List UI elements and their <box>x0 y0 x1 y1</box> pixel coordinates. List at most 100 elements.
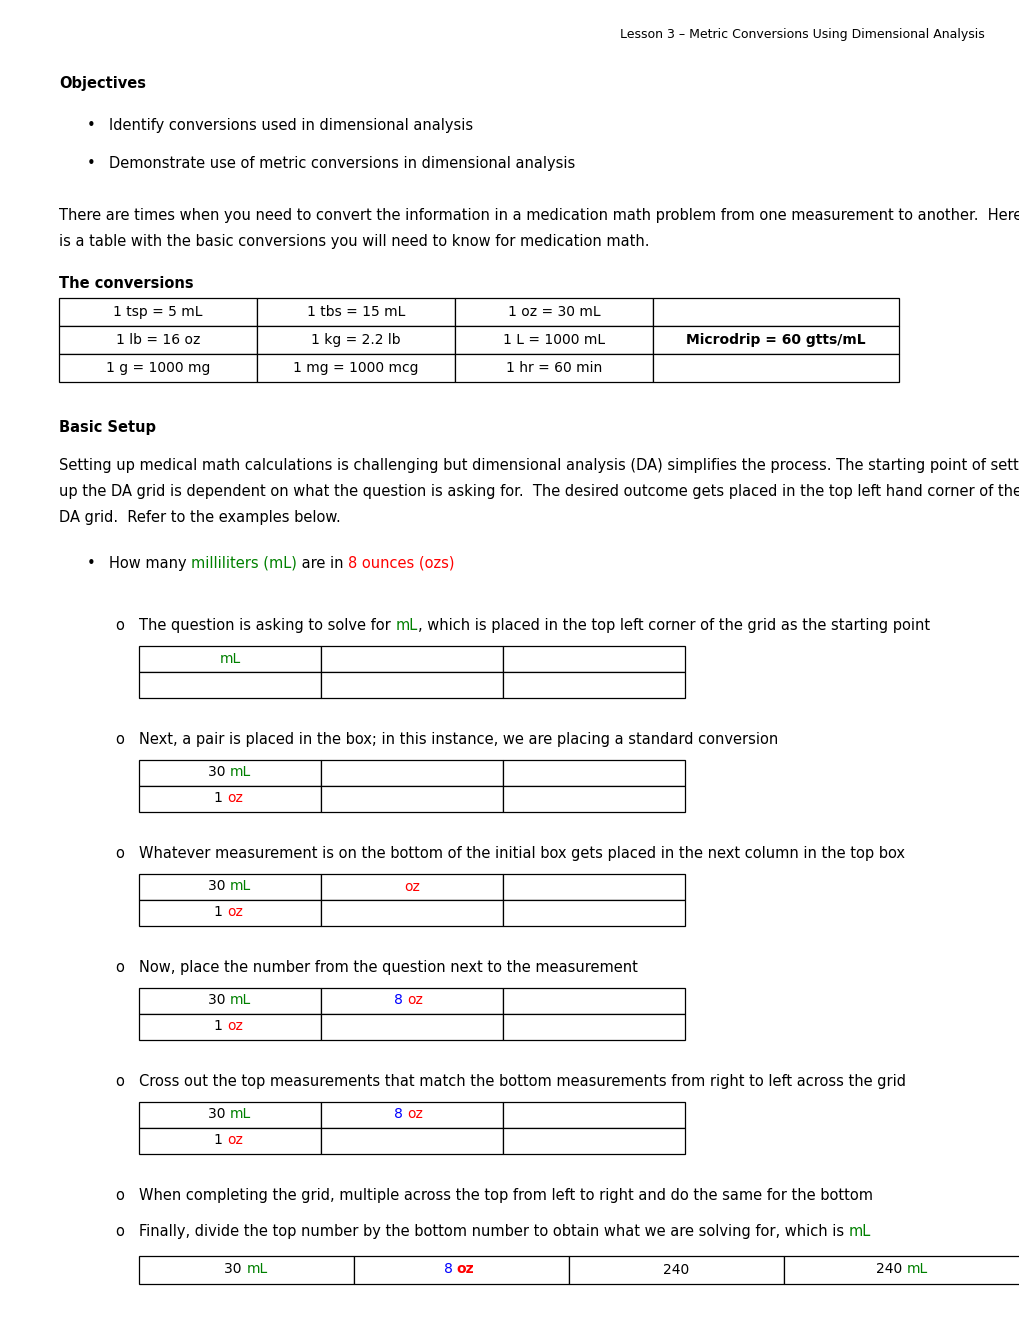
Text: Demonstrate use of metric conversions in dimensional analysis: Demonstrate use of metric conversions in… <box>109 156 575 172</box>
Text: 8: 8 <box>393 993 407 1007</box>
Bar <box>454 354 652 381</box>
Text: 30: 30 <box>208 766 229 779</box>
Text: 1: 1 <box>214 1019 227 1034</box>
Text: o: o <box>115 960 123 975</box>
Bar <box>454 326 652 354</box>
Text: oz: oz <box>227 1019 243 1034</box>
Text: The conversions: The conversions <box>59 276 194 290</box>
Bar <box>257 298 454 326</box>
Text: There are times when you need to convert the information in a medication math pr: There are times when you need to convert… <box>59 209 1019 223</box>
Bar <box>139 1257 354 1284</box>
Text: 1 tsp = 5 mL: 1 tsp = 5 mL <box>113 305 203 319</box>
Bar <box>321 645 502 672</box>
Text: •: • <box>87 117 96 133</box>
Bar <box>59 298 257 326</box>
Text: 8: 8 <box>393 1107 407 1121</box>
Text: 1: 1 <box>214 906 227 919</box>
Text: 1 lb = 16 oz: 1 lb = 16 oz <box>116 333 200 347</box>
Text: oz: oz <box>227 906 243 919</box>
Bar <box>139 1014 321 1040</box>
Text: The question is asking to solve for: The question is asking to solve for <box>139 618 395 634</box>
Text: o: o <box>115 618 123 634</box>
Bar <box>569 1257 784 1284</box>
Text: Lesson 3 – Metric Conversions Using Dimensional Analysis: Lesson 3 – Metric Conversions Using Dime… <box>620 28 984 41</box>
Text: 30: 30 <box>208 993 229 1007</box>
Text: Now, place the number from the question next to the measurement: Now, place the number from the question … <box>139 960 637 975</box>
Text: When completing the grid, multiple across the top from left to right and do the : When completing the grid, multiple acros… <box>139 1188 872 1203</box>
Bar <box>502 1014 685 1040</box>
Text: Next, a pair is placed in the box; in this instance, we are placing a standard c: Next, a pair is placed in the box; in th… <box>139 733 777 747</box>
Text: Setting up medical math calculations is challenging but dimensional analysis (DA: Setting up medical math calculations is … <box>59 458 1019 473</box>
Text: 30: 30 <box>208 1107 229 1121</box>
Text: o: o <box>115 846 123 861</box>
Text: Finally, divide the top number by the bottom number to obtain what we are solvin: Finally, divide the top number by the bo… <box>139 1224 848 1239</box>
Bar <box>321 987 502 1014</box>
Bar <box>502 987 685 1014</box>
Text: Cross out the top measurements that match the bottom measurements from right to : Cross out the top measurements that matc… <box>139 1074 905 1089</box>
Text: 8 ounces (ozs): 8 ounces (ozs) <box>347 556 454 572</box>
Text: is a table with the basic conversions you will need to know for medication math.: is a table with the basic conversions yo… <box>59 234 649 249</box>
Text: •: • <box>87 556 96 572</box>
Text: 30: 30 <box>224 1262 247 1276</box>
Text: are in: are in <box>297 556 347 572</box>
Text: 240: 240 <box>662 1263 689 1276</box>
Bar <box>784 1257 1019 1284</box>
Bar <box>502 785 685 812</box>
Text: oz: oz <box>457 1262 474 1276</box>
Bar <box>454 298 652 326</box>
Text: o: o <box>115 1188 123 1203</box>
Text: 1 oz = 30 mL: 1 oz = 30 mL <box>507 305 600 319</box>
Text: mL: mL <box>229 993 251 1007</box>
Text: mL: mL <box>247 1262 267 1276</box>
Text: Whatever measurement is on the bottom of the initial box gets placed in the next: Whatever measurement is on the bottom of… <box>139 846 904 861</box>
Text: milliliters (mL): milliliters (mL) <box>192 556 297 572</box>
Text: 1: 1 <box>214 1133 227 1147</box>
Text: o: o <box>115 733 123 747</box>
Text: o: o <box>115 1074 123 1089</box>
Bar <box>321 672 502 698</box>
Text: Identify conversions used in dimensional analysis: Identify conversions used in dimensional… <box>109 117 473 133</box>
Bar <box>321 874 502 900</box>
Text: 240: 240 <box>875 1262 906 1276</box>
Text: 1: 1 <box>214 791 227 805</box>
Text: 8: 8 <box>443 1262 457 1276</box>
Bar <box>652 326 898 354</box>
Text: oz: oz <box>407 1107 423 1121</box>
Text: oz: oz <box>404 880 420 894</box>
Text: mL: mL <box>229 879 251 894</box>
Bar <box>502 645 685 672</box>
Text: mL: mL <box>848 1224 870 1239</box>
Bar <box>502 760 685 785</box>
Bar <box>139 672 321 698</box>
Bar <box>139 1129 321 1154</box>
Bar <box>139 987 321 1014</box>
Bar <box>652 354 898 381</box>
Text: mL: mL <box>219 652 240 667</box>
Text: oz: oz <box>407 993 423 1007</box>
Text: 1 L = 1000 mL: 1 L = 1000 mL <box>502 333 604 347</box>
Text: mL: mL <box>229 1107 251 1121</box>
Bar <box>502 1129 685 1154</box>
Text: 1 kg = 2.2 lb: 1 kg = 2.2 lb <box>311 333 400 347</box>
Text: Microdrip = 60 gtts/mL: Microdrip = 60 gtts/mL <box>686 333 865 347</box>
Bar <box>321 1129 502 1154</box>
Text: o: o <box>115 1224 123 1239</box>
Bar <box>502 1102 685 1129</box>
Text: oz: oz <box>227 791 243 805</box>
Text: 1 tbs = 15 mL: 1 tbs = 15 mL <box>307 305 405 319</box>
Bar <box>139 760 321 785</box>
Text: 1 mg = 1000 mcg: 1 mg = 1000 mcg <box>293 360 419 375</box>
Bar <box>502 874 685 900</box>
Bar <box>139 785 321 812</box>
Text: 1 hr = 60 min: 1 hr = 60 min <box>505 360 601 375</box>
Bar <box>321 1014 502 1040</box>
Bar <box>139 1102 321 1129</box>
Bar <box>257 326 454 354</box>
Text: up the DA grid is dependent on what the question is asking for.  The desired out: up the DA grid is dependent on what the … <box>59 484 1019 499</box>
Bar <box>257 354 454 381</box>
Bar <box>321 900 502 927</box>
Bar <box>502 672 685 698</box>
Text: mL: mL <box>906 1262 927 1276</box>
Bar <box>502 900 685 927</box>
Bar <box>139 900 321 927</box>
